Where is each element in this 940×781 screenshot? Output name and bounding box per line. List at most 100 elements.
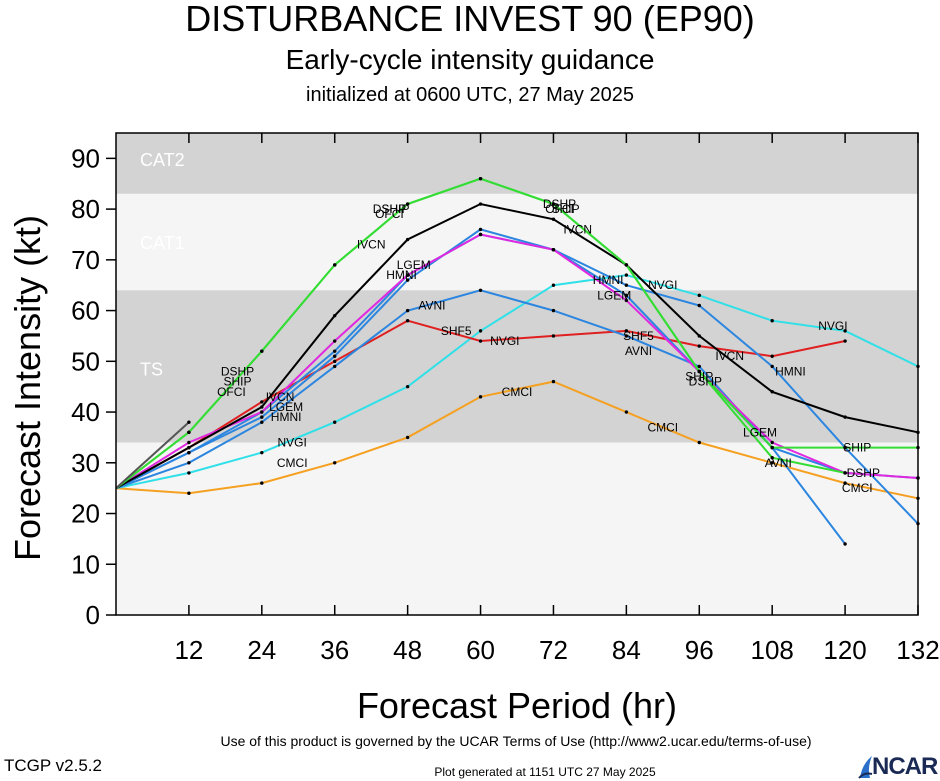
line-label-nvgi: NVGI — [648, 278, 677, 292]
series-point-cmci — [405, 435, 410, 440]
line-label-dshp: DSHP — [221, 364, 254, 378]
band-label-cat2: CAT2 — [140, 150, 185, 170]
series-line-nvgi — [115, 274, 919, 490]
series-line-hmni — [115, 228, 919, 525]
series-point-cmci — [187, 491, 191, 495]
series-point-hmni — [770, 364, 774, 369]
plot-generated-time: Plot generated at 1151 UTC 27 May 2025 — [434, 765, 656, 779]
x-tick-label: 60 — [466, 635, 495, 665]
line-label-ofci: OFCI — [217, 385, 246, 399]
series-point-cmci — [843, 481, 847, 485]
series-point-shf5 — [770, 354, 774, 358]
version-label: TCGP v2.5.2 — [4, 756, 102, 775]
line-label-dshp: DSHP — [847, 466, 880, 480]
x-tick-label: 72 — [539, 635, 568, 665]
series-point-nvgi — [843, 329, 847, 333]
series-point-dshp — [333, 339, 337, 343]
series-line-unlabeled-10 — [115, 421, 190, 489]
x-axis-ticks: 12 24 36 48 60 72 84 96 108 120 132 — [174, 133, 940, 665]
series-point-avni — [624, 334, 629, 338]
x-tick-label: 120 — [823, 635, 866, 665]
line-label-shf5: SHF5 — [441, 324, 472, 338]
band-cat2 — [116, 133, 918, 194]
line-label-cmci: CMCI — [842, 481, 873, 495]
series-point-unlabeled-10 — [187, 420, 191, 424]
series-point-dshp — [260, 410, 264, 414]
band-td — [116, 442, 918, 615]
x-tick-label: 84 — [612, 635, 641, 665]
series-point-avni — [333, 364, 337, 369]
series-point-avni — [260, 420, 264, 424]
series-point-ivcn — [187, 445, 191, 450]
chart-subtitle: Early-cycle intensity guidance — [285, 44, 655, 75]
y-tick-label: 90 — [71, 143, 100, 173]
series-point-cmci — [260, 481, 264, 485]
series-point-hmni — [260, 415, 264, 419]
series-point-dshp — [624, 298, 629, 303]
series-point-lgem — [187, 450, 191, 455]
series-point-nvgi — [260, 450, 264, 455]
line-label-ivcn: IVCN — [357, 238, 386, 252]
series-point-ship — [770, 445, 774, 450]
line-label-lgem: LGEM — [743, 425, 777, 439]
series-point-dshp — [478, 232, 483, 237]
line-label-ship: SHIP — [381, 202, 409, 216]
series-point-hmni — [405, 278, 410, 282]
line-label-lgem: LGEM — [597, 288, 631, 302]
series-point-hmni — [333, 354, 337, 358]
line-label-ofci: OFCI — [545, 202, 574, 216]
series-point-lgem — [624, 293, 629, 298]
series-point-ivcn — [843, 415, 847, 419]
series-point-nvgi — [187, 471, 191, 475]
x-tick-label: 36 — [320, 635, 349, 665]
line-label-hmni: HMNI — [775, 364, 806, 378]
y-tick-label: 80 — [71, 194, 100, 224]
series-point-ivcn — [260, 405, 264, 409]
y-axis-label: Forecast Intensity (kt) — [7, 215, 48, 561]
ncar-logo-text: NCAR — [872, 753, 938, 780]
line-label-ship: SHIP — [685, 370, 713, 384]
series-point-unlabeled-9 — [551, 202, 556, 206]
series-point-ivcn — [551, 217, 556, 221]
series-point-ivcn — [770, 390, 774, 394]
series-point-lgem — [333, 349, 337, 353]
line-label-dshp: DSHP — [689, 375, 722, 389]
series-point-avni — [551, 308, 556, 313]
series-point-nvgi — [624, 273, 629, 277]
series-point-unlabeled-9 — [624, 263, 629, 267]
series-point-dshp — [551, 247, 556, 252]
series-point-nvgi — [333, 420, 337, 424]
x-tick-label: 12 — [174, 635, 203, 665]
category-band-labels: CAT2 CAT1 TS — [140, 150, 185, 379]
series-point-nvgi — [405, 384, 410, 389]
x-tick-label: 132 — [896, 635, 939, 665]
series-point-cmci — [770, 461, 774, 465]
series-point-ivcn — [333, 313, 337, 318]
series-point-shf5 — [624, 329, 629, 333]
series-point-avni — [405, 308, 410, 313]
series-point-shf5 — [843, 339, 847, 343]
line-label-avni: AVNI — [765, 456, 792, 470]
line-label-ofci: OFCI — [375, 207, 404, 221]
x-tick-label: 24 — [247, 635, 276, 665]
line-label-ship: SHIP — [552, 202, 580, 216]
series-point-ivcn — [478, 202, 483, 206]
series-point-ivcn — [405, 237, 410, 242]
line-label-avni: AVNI — [418, 299, 445, 313]
line-label-ivcn: IVCN — [715, 349, 744, 363]
line-label-cmci: CMCI — [647, 420, 678, 434]
series-point-unlabeled-9 — [770, 456, 774, 460]
terms-of-use-notice: Use of this product is governed by the U… — [220, 733, 812, 749]
series-point-avni — [187, 461, 191, 465]
series-point-cmci — [697, 440, 701, 445]
y-tick-label: 40 — [71, 397, 100, 427]
line-label-lgem: LGEM — [397, 258, 431, 272]
line-label-ship: SHIP — [843, 441, 871, 455]
series-point-unlabeled-9 — [405, 202, 410, 206]
y-tick-label: 60 — [71, 296, 100, 326]
series-point-unlabeled-9 — [333, 263, 337, 267]
y-tick-label: 70 — [71, 245, 100, 275]
line-label-nvgi: NVGI — [490, 334, 519, 348]
series-point-shf5 — [697, 344, 701, 348]
series-point-nvgi — [551, 283, 556, 287]
